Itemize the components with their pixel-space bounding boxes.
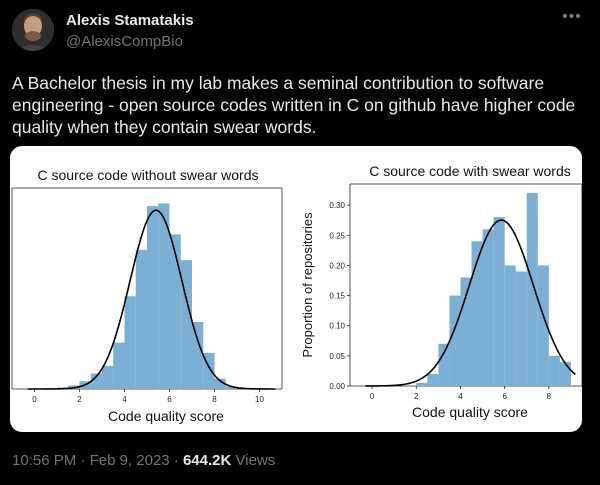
y-tick-label: 0.05 <box>329 352 345 361</box>
x-tick-label: 2 <box>77 395 82 404</box>
histogram-bar <box>493 217 505 386</box>
more-horizontal-icon[interactable]: ••• <box>562 8 582 25</box>
chart-title: C source code without swear words <box>38 167 259 183</box>
x-tick-label: 0 <box>370 392 375 401</box>
x-tick-label: 4 <box>458 392 463 401</box>
histogram-bar <box>438 343 450 386</box>
y-tick-label: 0.10 <box>329 322 345 331</box>
x-tick-label: 6 <box>167 395 172 404</box>
histogram-bar <box>504 265 516 386</box>
x-tick-label: 10 <box>255 395 264 404</box>
separator: · <box>80 452 86 469</box>
views-count: 644.2K <box>182 452 232 469</box>
y-tick-label: 0.30 <box>329 201 345 210</box>
x-axis-label: Code quality score <box>108 408 224 424</box>
x-tick-label: 0 <box>32 395 37 404</box>
chart-without-swear-words: C source code without swear words 0 2 4 6 8 1… <box>11 167 283 424</box>
histogram-bar <box>537 265 549 386</box>
histogram-bar <box>460 277 472 386</box>
histogram-bar <box>192 322 204 389</box>
tweet-date[interactable]: Feb 9, 2023 <box>89 452 170 469</box>
histogram-bar <box>158 203 170 389</box>
histogram-bar <box>471 241 483 386</box>
histogram-bar <box>416 382 428 386</box>
avatar-photo <box>12 9 54 51</box>
y-tick-label: 0.20 <box>329 261 345 270</box>
author-name[interactable]: Alexis Stamatakis <box>66 12 194 29</box>
views-label: Views <box>235 452 276 469</box>
x-axis-label: Code quality score <box>412 404 528 420</box>
histogram-bar <box>169 234 181 389</box>
separator: · <box>173 452 179 469</box>
histogram-bar <box>225 386 237 389</box>
histogram-bar <box>102 365 114 389</box>
histogram-bar <box>113 342 125 389</box>
avatar[interactable] <box>12 9 54 51</box>
histogram-bar <box>124 296 136 389</box>
histogram-bar <box>548 355 560 386</box>
chart-title: C source code with swear words <box>369 163 571 179</box>
x-tick-label: 8 <box>547 392 552 401</box>
histogram-bar <box>526 193 538 386</box>
histogram-bar <box>515 271 527 386</box>
histogram-bar <box>559 361 571 386</box>
y-axis-label: Proportion of repositories <box>300 212 315 358</box>
histogram-bar <box>214 378 226 389</box>
x-tick-label: 8 <box>212 395 217 404</box>
histogram-figure: C source code without swear words 0 2 4 6 8 1… <box>11 163 582 424</box>
author-handle[interactable]: @AlexisCompBio <box>66 33 183 50</box>
chart-with-swear-words: C source code with swear words 0 2 4 6 8 0.0… <box>300 163 582 420</box>
x-tick-label: 2 <box>414 392 419 401</box>
normal-fit-curve <box>27 209 276 390</box>
histogram-bar <box>203 352 215 389</box>
histogram-bar <box>180 260 192 389</box>
y-tick-label: 0.25 <box>329 231 345 240</box>
tweet-image[interactable]: C source code without swear words 0 2 4 6 8 1… <box>10 146 582 432</box>
histogram-bar <box>147 206 159 389</box>
x-tick-label: 6 <box>502 392 507 401</box>
y-tick-label: 0.15 <box>329 292 345 301</box>
histogram-bar <box>427 373 439 386</box>
histogram-bar <box>482 229 494 386</box>
tweet-time[interactable]: 10:56 PM <box>12 452 77 469</box>
tweet-meta: 10:56 PM · Feb 9, 2023 · 644.2K Views <box>12 452 275 469</box>
histogram-bar <box>449 295 461 386</box>
histogram-bar <box>135 249 147 389</box>
normal-fit-curve <box>365 219 576 387</box>
histogram-bar <box>90 373 102 389</box>
x-tick-label: 4 <box>122 395 127 404</box>
y-tick-label: 0.00 <box>329 382 345 391</box>
tweet-text: A Bachelor thesis in my lab makes a semi… <box>12 73 576 137</box>
